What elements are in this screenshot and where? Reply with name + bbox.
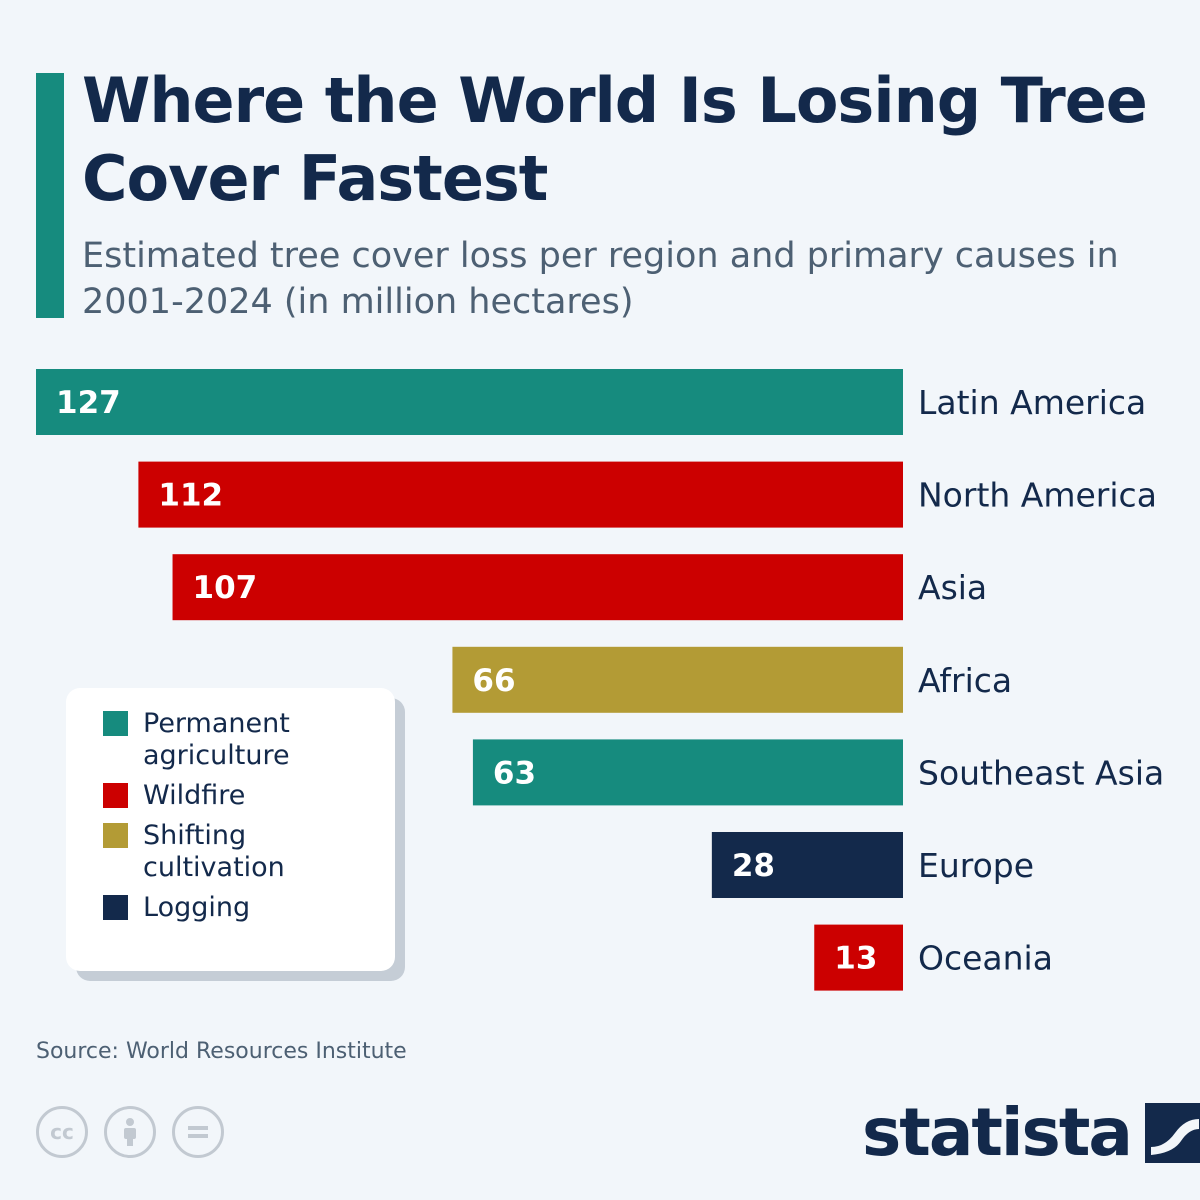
cc-icon[interactable]: cc xyxy=(36,1106,88,1158)
category-label-latin-america: Latin America xyxy=(918,383,1146,422)
bar-value-north-america: 112 xyxy=(158,478,223,514)
no-derivatives-icon[interactable] xyxy=(172,1106,224,1158)
statista-wordmark: statista xyxy=(862,1094,1133,1171)
legend-item-logging: Logging xyxy=(103,892,395,924)
bar-chart: 127 Latin America 112 North America 107 Asia 6… xyxy=(36,369,1164,991)
bar-value-asia: 107 xyxy=(193,570,258,606)
bar-value-southeast-asia: 63 xyxy=(493,755,536,791)
category-label-north-america: North America xyxy=(918,476,1157,515)
source-note: Source: World Resources Institute xyxy=(36,1039,407,1064)
license-icons: cc xyxy=(36,1106,224,1158)
bar-value-africa: 66 xyxy=(472,663,515,699)
legend: Permanent agriculture Wildfire Shifting cu… xyxy=(66,688,395,971)
bar-asia xyxy=(172,554,904,621)
chart-title: Where the World Is Losing Tree Cover Fas… xyxy=(82,64,1148,215)
category-label-oceania: Oceania xyxy=(918,939,1053,978)
bar-southeast-asia xyxy=(472,739,903,806)
legend-swatch xyxy=(103,783,128,808)
legend-item-wildfire: Wildfire xyxy=(103,780,395,812)
legend-label: Permanent agriculture xyxy=(143,708,290,771)
category-label-southeast-asia: Southeast Asia xyxy=(918,753,1164,792)
bar-value-europe: 28 xyxy=(732,848,775,884)
legend-item-permanent-agriculture: Permanent agriculture xyxy=(103,708,395,772)
title-accent-bar xyxy=(36,73,64,318)
legend-label: Shifting cultivation xyxy=(143,820,285,883)
category-label-europe: Europe xyxy=(918,846,1034,885)
by-attribution-icon[interactable] xyxy=(104,1106,156,1158)
legend-label: Wildfire xyxy=(143,780,246,811)
statista-logo-icon xyxy=(1144,1103,1200,1163)
legend-swatch xyxy=(103,711,128,736)
bar-value-oceania: 13 xyxy=(834,941,877,977)
bar-north-america xyxy=(138,461,903,528)
bar-latin-america xyxy=(36,369,903,435)
statista-logo[interactable]: statista xyxy=(862,1098,1200,1168)
legend-item-shifting-cultivation: Shifting cultivation xyxy=(103,820,395,884)
category-label-africa: Africa xyxy=(918,661,1012,700)
bar-value-latin-america: 127 xyxy=(56,385,121,421)
chart-subtitle: Estimated tree cover loss per region and… xyxy=(82,236,1119,322)
legend-swatch xyxy=(103,823,128,848)
category-label-asia: Asia xyxy=(918,568,987,607)
legend-label: Logging xyxy=(143,892,251,923)
bar-europe xyxy=(711,832,903,898)
bar-africa xyxy=(452,646,903,713)
bar-oceania xyxy=(814,924,903,991)
legend-swatch xyxy=(103,895,128,920)
